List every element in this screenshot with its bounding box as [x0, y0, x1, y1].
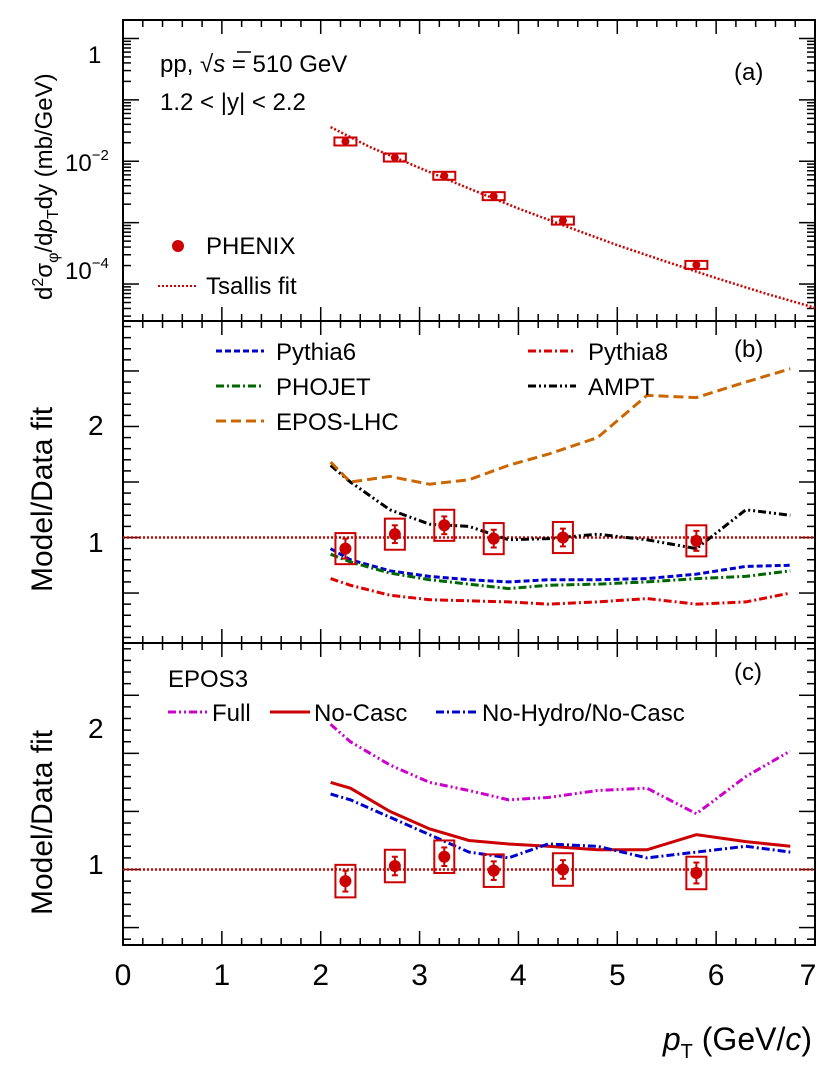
ratio-point-c	[690, 866, 703, 879]
ratio-point-c	[487, 864, 500, 877]
panel-a-ylabel: d2σφ/dpTdy (mb/GeV)	[30, 73, 62, 300]
y-tick-a-1e-2: 10−2	[65, 147, 109, 177]
ratio-point-b	[388, 528, 401, 541]
legend-phenix-marker	[172, 240, 184, 252]
ratio-sys-box-c	[685, 855, 708, 891]
legend-no-casc-label: No-Casc	[314, 700, 407, 727]
panel-b-frame	[122, 320, 816, 644]
legend-phenix-label: PHENIX	[206, 233, 295, 260]
y-tick-b-1: 1	[88, 527, 104, 558]
ratio-point-b	[487, 532, 500, 545]
x-axis-title: pT (GeV/c)	[662, 1021, 812, 1063]
phenix-point	[341, 137, 350, 146]
ratio-sys-box-c	[433, 839, 456, 874]
ratio-point-b	[438, 519, 451, 532]
x-tick-0: 0	[115, 959, 132, 992]
epos3-label: EPOS3	[168, 666, 248, 693]
series-full-c	[329, 723, 792, 816]
x-tick-2: 2	[312, 959, 329, 992]
series-pythia6-b	[329, 547, 791, 584]
phenix-point	[558, 216, 567, 225]
phenix-point	[390, 153, 399, 162]
panel-a-plot	[330, 125, 815, 310]
ratio-point-c	[388, 860, 401, 873]
panel-b-plot	[123, 367, 815, 606]
panel-b-ylabel: Model/Data fit	[26, 406, 59, 592]
x-tick-6: 6	[708, 959, 725, 992]
panel-c-plot	[123, 723, 815, 899]
x-tick-4: 4	[510, 959, 527, 992]
legend-full-label: Full	[212, 700, 251, 727]
series-no_hydro_no_casc-c	[330, 792, 791, 860]
legend-phojet-label: PHOJET	[276, 374, 371, 401]
axis-ticks	[122, 19, 816, 945]
panel-c-frame	[122, 642, 816, 946]
panel-c-ylabel: Model/Data fit	[26, 729, 59, 915]
x-tick-5: 5	[609, 959, 626, 992]
y-tick-a-1: 1	[88, 42, 101, 69]
ratio-point-b	[556, 531, 569, 544]
x-tick-1: 1	[214, 959, 231, 992]
ratio-point-c	[556, 863, 569, 876]
series-pythia8-b	[330, 577, 791, 606]
ratio-point-c	[438, 850, 451, 863]
y-tick-b-2: 2	[88, 410, 104, 441]
ratio-sys-box-c	[551, 852, 574, 887]
ratio-sys-box-c	[383, 848, 406, 884]
energy-annotation: pp, √s = 510 GeV	[160, 51, 347, 78]
rapidity-annotation: 1.2 < |y| < 2.2	[160, 89, 306, 116]
ratio-sys-box-c	[334, 863, 357, 899]
phenix-point	[489, 192, 498, 201]
series-no_casc-c	[330, 780, 791, 852]
ratio-sys-box-b	[482, 522, 505, 556]
legend-tsallis-label: Tsallis fit	[206, 273, 297, 300]
legend-pythia6-label: Pythia6	[276, 339, 356, 366]
ratio-point-c	[339, 875, 352, 888]
panel-a-label: (a)	[734, 59, 763, 86]
series-epos_lhc-b	[329, 367, 791, 486]
phenix-point	[440, 171, 449, 180]
ratio-sys-box-b	[383, 517, 406, 551]
ratio-point-b	[339, 542, 352, 555]
panel-c-label: (c)	[734, 659, 762, 686]
legend-epos-lhc-label: EPOS-LHC	[276, 409, 399, 436]
ratio-point-b	[690, 534, 703, 547]
y-tick-c-1: 1	[88, 849, 104, 880]
ratio-sys-box-b	[551, 520, 574, 555]
series-phojet-b	[330, 552, 791, 591]
series-ampt-b	[329, 464, 791, 551]
ratio-sys-box-b	[685, 524, 708, 558]
ratio-sys-box-b	[334, 532, 357, 566]
legend-pythia8-label: Pythia8	[588, 339, 668, 366]
ratio-sys-box-b	[433, 508, 456, 542]
y-tick-c-2: 2	[88, 713, 104, 744]
ratio-sys-box-c	[482, 853, 505, 888]
panel-b-label: (b)	[734, 336, 763, 363]
x-tick-7: 7	[800, 959, 817, 992]
phenix-point	[692, 260, 701, 269]
x-tick-3: 3	[411, 959, 428, 992]
y-tick-a-1e-4: 10−4	[65, 255, 109, 285]
legend-no-hydro-label: No-Hydro/No-Casc	[482, 700, 685, 727]
legend-ampt-label: AMPT	[588, 374, 655, 401]
